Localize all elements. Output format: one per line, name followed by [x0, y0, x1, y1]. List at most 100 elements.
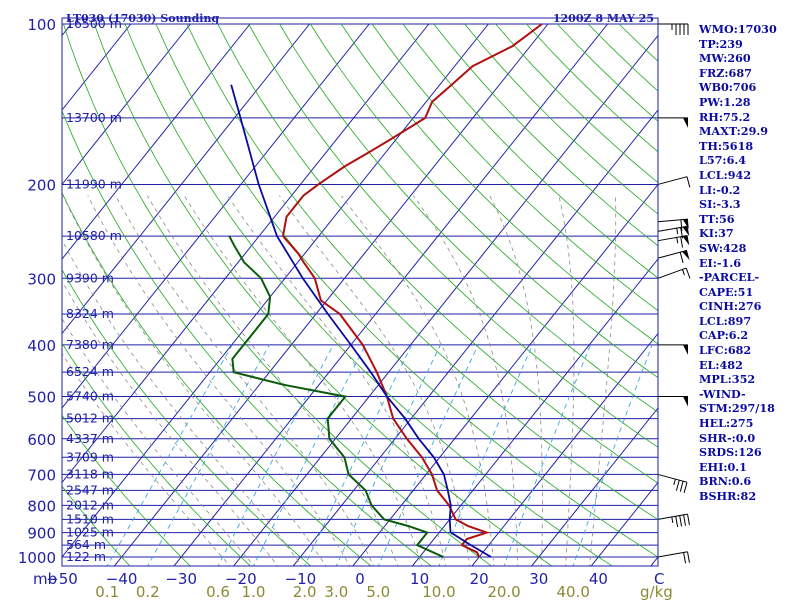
wind-barb	[658, 23, 689, 35]
moist-adiabat-line	[115, 195, 375, 566]
mixing-ratio-tick-label: 3.0	[324, 583, 348, 600]
pressure-tick-label: 200	[27, 176, 56, 194]
height-label: 11990 m	[66, 176, 122, 191]
temperature-unit-label: C	[654, 570, 664, 588]
dry-adiabat-line	[186, 23, 658, 521]
height-label: 2012 m	[66, 497, 114, 512]
stat-item: TT:56	[699, 211, 735, 226]
pressure-tick-label: 100	[27, 16, 56, 34]
mixing-ratio-line	[438, 344, 534, 566]
mixing-ratio-tick-label: 0.2	[136, 583, 160, 600]
moist-adiabat-line	[62, 317, 255, 566]
isotherm-line	[62, 23, 251, 260]
stat-item: SW:428	[699, 240, 747, 255]
pressure-tick-label: 600	[27, 431, 56, 449]
isotherm-line	[113, 23, 549, 566]
pressure-tick-label: 800	[27, 497, 56, 515]
wind-barb-pennant	[683, 344, 688, 355]
stat-item: -WIND-	[699, 386, 746, 401]
pressure-tick-label: 300	[27, 270, 56, 288]
stat-item: EI:-1.6	[699, 255, 741, 270]
temperature-tick-label: 10	[410, 570, 429, 588]
wind-barb-feather	[685, 267, 691, 279]
temperature-tick-label: −20	[225, 570, 257, 588]
moist-adiabat-line	[62, 195, 327, 566]
isotherm-line	[173, 23, 608, 566]
dry-adiabat-line	[62, 342, 251, 566]
stat-item: TP:239	[699, 36, 743, 51]
moist-adiabat-line	[413, 195, 519, 566]
height-label: 16500 m	[66, 16, 122, 31]
height-label: 1510 m	[66, 511, 114, 526]
isotherm-line	[352, 183, 658, 566]
dry-adiabat-line	[63, 23, 493, 566]
dry-adiabat-line	[62, 268, 312, 566]
moist-adiabat-line	[227, 195, 447, 566]
stat-item: MW:260	[699, 51, 751, 66]
wind-barb	[657, 234, 690, 248]
wind-barb	[657, 513, 690, 528]
temperature-tick-label: 0	[355, 570, 365, 588]
wind-barb	[658, 344, 688, 355]
chart-date: 1200Z 8 MAY 25	[553, 12, 654, 25]
wind-barb-pennant	[682, 235, 690, 246]
isotherm-line	[471, 332, 658, 566]
isotherm-line	[62, 23, 72, 37]
dry-adiabat-line	[279, 23, 658, 413]
stat-item: CAPE:51	[699, 284, 754, 299]
stat-item: LI:-0.2	[699, 182, 741, 197]
mixing-ratio-tick-label: 40.0	[557, 583, 590, 600]
dry-adiabat-line	[62, 109, 432, 566]
wind-barb-half-feather	[676, 237, 679, 244]
mixing-ratio-line	[377, 344, 479, 566]
temperature-tick-label: −30	[165, 570, 197, 588]
height-label: 6524 m	[66, 364, 114, 379]
wind-barb	[657, 551, 690, 564]
temperature-tick-label: 20	[470, 570, 489, 588]
temperature-tick-label: −10	[285, 570, 317, 588]
wind-barb	[658, 396, 688, 407]
wind-barb-feather	[683, 514, 687, 526]
isotherm-line	[62, 23, 370, 409]
stat-item: LCL:942	[699, 167, 752, 182]
isotherm-line	[530, 407, 658, 566]
temperature-tick-label: −50	[46, 570, 78, 588]
mixing-ratio-line	[503, 344, 592, 566]
pressure-tick-label: 400	[27, 337, 56, 355]
mixing-ratio-line	[304, 344, 413, 566]
dry-adiabat-line	[124, 23, 613, 566]
wind-barb-feather	[679, 481, 684, 492]
dry-adiabat-line	[217, 23, 658, 484]
wind-barb-feather	[675, 480, 680, 491]
wind-barb-staff	[657, 513, 688, 520]
wind-barb-pennant	[683, 396, 688, 407]
stat-item: L57:6.4	[699, 153, 747, 168]
height-label: 9390 m	[66, 270, 114, 285]
wind-barbs	[657, 23, 691, 564]
stat-item: KI:37	[699, 226, 734, 241]
wind-barb-feather	[675, 516, 679, 528]
moist-adiabat-line	[87, 195, 351, 566]
wind-barb	[658, 117, 688, 128]
stat-item: LFC:682	[699, 343, 752, 358]
mixing-ratio-tick-label: 0.6	[206, 583, 230, 600]
wind-barb-feather	[687, 551, 690, 563]
height-label: 1025 m	[66, 525, 114, 540]
wind-barb-feather	[680, 236, 684, 248]
dry-adiabat-line	[402, 23, 658, 279]
moist-adiabat-line	[62, 280, 279, 566]
stat-item: BSHR:82	[699, 489, 757, 503]
height-label: 5012 m	[66, 411, 114, 426]
height-label: 3709 m	[66, 449, 114, 464]
mixing-ratio-tick-label: 5.0	[366, 583, 390, 600]
stat-item: BRN:0.6	[699, 474, 752, 489]
height-label: 564 m	[66, 537, 106, 552]
wind-barb-half-feather	[676, 228, 679, 235]
moist-adiabat-line	[589, 195, 617, 566]
dry-adiabat-line	[62, 414, 191, 566]
wind-barb-feather	[680, 219, 683, 231]
dry-adiabat-line	[340, 23, 658, 345]
mixing-ratio-line	[147, 344, 270, 566]
mixing-ratio-line	[252, 344, 366, 566]
stat-item: STM:297/18	[699, 401, 775, 416]
